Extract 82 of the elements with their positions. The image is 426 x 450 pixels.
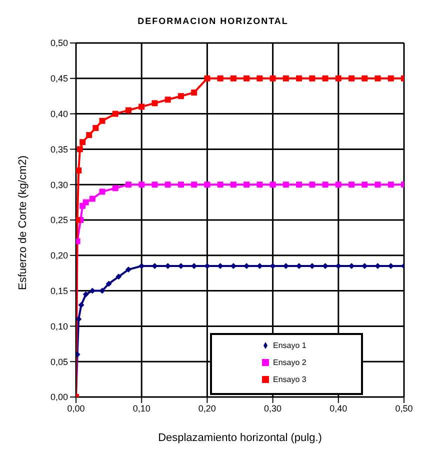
point [152, 100, 158, 106]
point [76, 167, 82, 174]
x-tick-label: 0,50 [395, 403, 413, 414]
point [362, 75, 368, 82]
point [164, 182, 171, 188]
point [388, 182, 394, 188]
point [309, 75, 316, 82]
point [92, 124, 99, 131]
point [106, 280, 112, 287]
y-tick-label: 0,25 [50, 215, 68, 226]
y-tick-label: 0,10 [50, 321, 68, 332]
x-axis-title: Desplazamiento horizontal (pulg.) [158, 432, 322, 444]
point [99, 118, 106, 124]
point [244, 75, 250, 82]
point [116, 274, 122, 280]
point [296, 182, 302, 188]
point [164, 96, 171, 103]
point [89, 196, 96, 202]
point [99, 188, 106, 195]
y-tick-label: 0,15 [50, 286, 68, 296]
point [348, 75, 355, 82]
point [230, 182, 236, 188]
point [296, 75, 302, 82]
x-tick-label: 0,30 [264, 403, 282, 414]
point [80, 139, 86, 146]
point [152, 182, 158, 188]
point [178, 182, 184, 188]
point [322, 182, 328, 188]
point [335, 75, 342, 82]
point [204, 75, 210, 82]
point [178, 93, 184, 100]
point [125, 182, 132, 188]
point [82, 291, 89, 298]
y-tick-label: 0,45 [50, 74, 68, 84]
legend-label: Ensayo 1 [273, 341, 306, 350]
y-tick-label: 0,50 [50, 38, 68, 48]
point [388, 75, 394, 82]
point [125, 266, 132, 273]
point [374, 75, 381, 82]
point [138, 104, 145, 110]
x-tick-label: 0,10 [132, 403, 150, 414]
point [282, 182, 289, 188]
point [78, 302, 84, 308]
point [204, 182, 210, 188]
point [244, 182, 250, 188]
y-tick-label: 0,05 [50, 356, 68, 367]
point [191, 182, 198, 188]
legend-label: Ensayo 3 [273, 375, 306, 384]
y-tick-label: 0,20 [50, 250, 68, 261]
point [374, 182, 381, 188]
point [270, 182, 276, 188]
point [348, 182, 355, 188]
point [86, 132, 92, 138]
legend-label: Ensayo 2 [273, 358, 306, 367]
point [112, 110, 118, 117]
point [138, 182, 145, 188]
point [112, 185, 118, 192]
point [309, 182, 316, 188]
point [191, 90, 198, 96]
chart-title: DEFORMACION HORIZONTAL [136, 15, 290, 28]
y-tick-label: 0,40 [50, 108, 68, 119]
point [335, 182, 342, 188]
point [256, 75, 263, 82]
point [362, 182, 368, 188]
y-tick-label: 0,00 [50, 392, 68, 402]
x-tick-label: 0,00 [67, 403, 85, 414]
point [217, 75, 224, 82]
x-tick-label: 0,40 [330, 403, 348, 414]
point [256, 182, 263, 188]
y-tick-label: 0,30 [50, 180, 68, 190]
point [282, 75, 289, 82]
point [125, 107, 132, 114]
point [230, 75, 236, 82]
point [82, 199, 89, 206]
y-tick-label: 0,35 [50, 144, 68, 154]
point [76, 146, 83, 152]
y-axis-title: Esfuerzo de Corte (kg/cm2) [16, 156, 29, 290]
point [322, 75, 328, 82]
point [89, 288, 96, 294]
point [217, 182, 224, 188]
point [270, 75, 276, 82]
x-tick-label: 0,20 [198, 403, 216, 414]
